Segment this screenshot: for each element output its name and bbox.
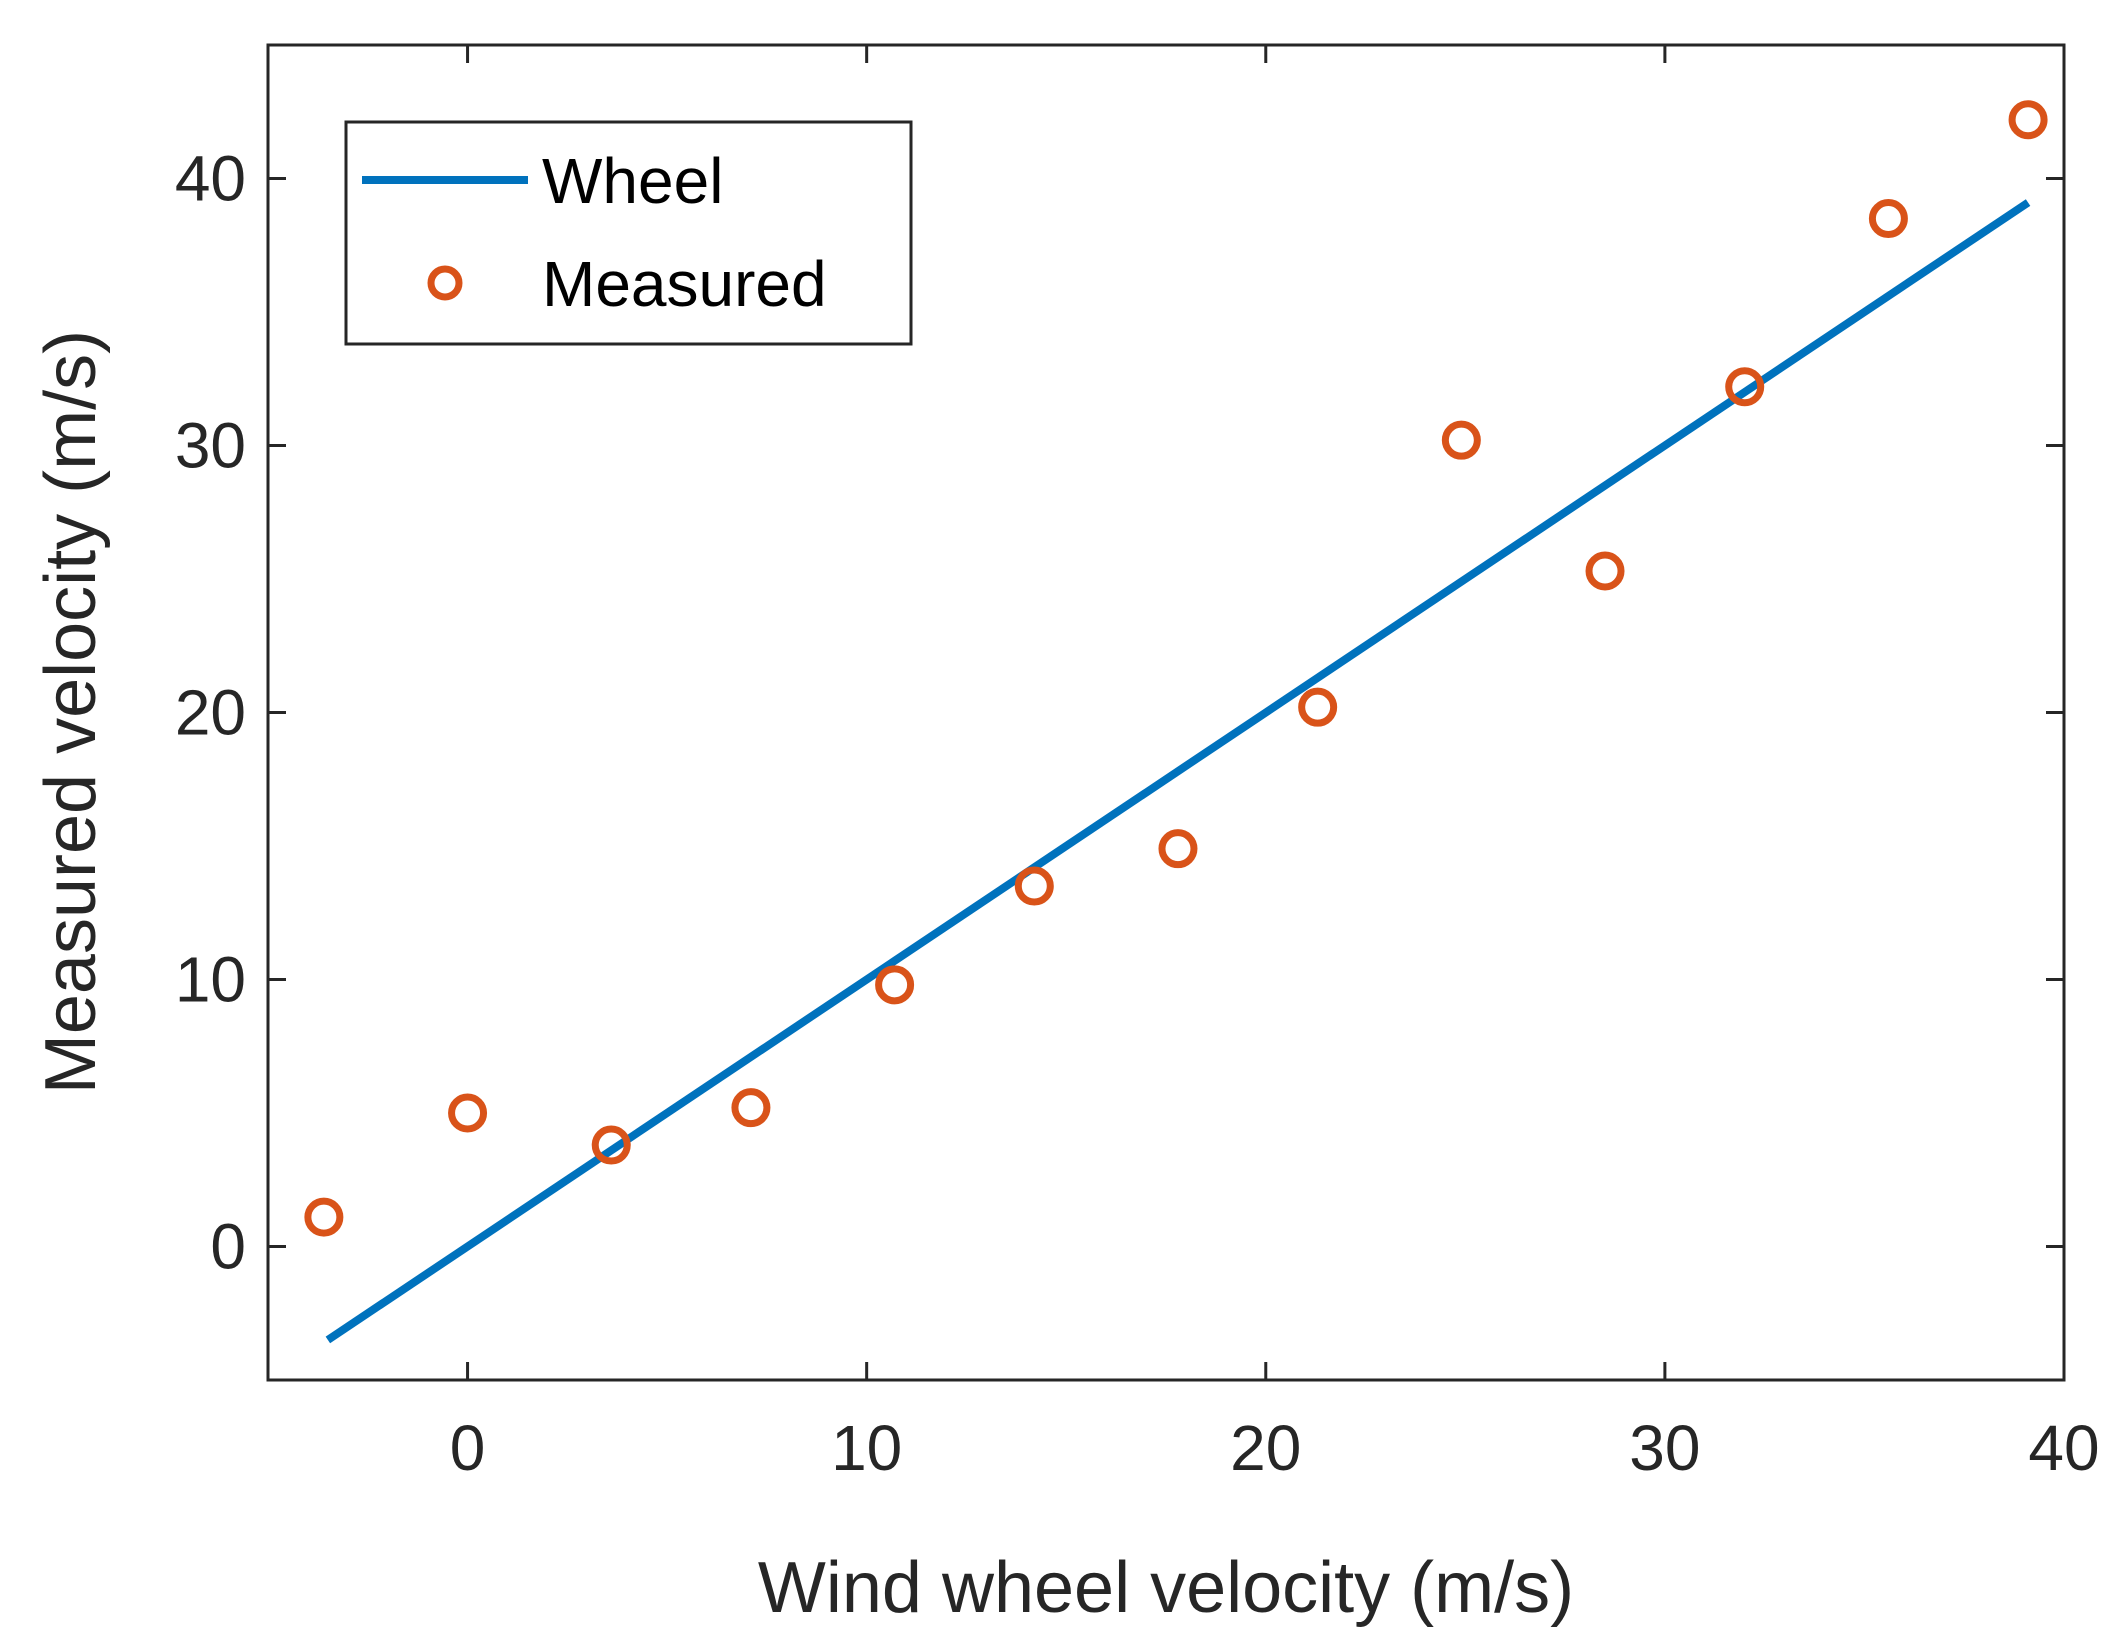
y-tick-label: 30 bbox=[175, 410, 246, 482]
measured-point bbox=[1725, 367, 1765, 407]
legend-measured-marker bbox=[427, 265, 463, 301]
legend: Wheel Measured bbox=[344, 120, 913, 346]
series-layer bbox=[304, 100, 2048, 1344]
x-ticks: 0 10 20 30 40 bbox=[450, 45, 2100, 1484]
y-tick-label: 0 bbox=[210, 1211, 246, 1283]
measured-point bbox=[1585, 551, 1625, 591]
measured-point bbox=[1868, 199, 1908, 239]
measured-point bbox=[448, 1093, 488, 1133]
legend-box bbox=[344, 120, 913, 346]
y-axis-label: Measured velocity (m/s) bbox=[31, 330, 111, 1094]
x-tick-label: 40 bbox=[2028, 1412, 2099, 1484]
measured-point bbox=[2008, 100, 2048, 140]
measured-point bbox=[1158, 829, 1198, 869]
legend-measured-label: Measured bbox=[542, 248, 827, 320]
x-tick-label: 0 bbox=[450, 1412, 486, 1484]
y-tick-label: 20 bbox=[175, 677, 246, 749]
y-tick-label: 10 bbox=[175, 944, 246, 1016]
series-line-wheel bbox=[325, 199, 2031, 1344]
measured-point bbox=[304, 1197, 344, 1237]
measured-point bbox=[1441, 420, 1481, 460]
measured-point bbox=[1298, 687, 1338, 727]
plot-frame bbox=[266, 43, 2066, 1382]
measured-point bbox=[731, 1088, 771, 1128]
y-tick-label: 40 bbox=[175, 143, 246, 215]
legend-wheel-label: Wheel bbox=[542, 145, 723, 217]
x-tick-label: 30 bbox=[1629, 1412, 1700, 1484]
y-ticks: 0 10 20 30 40 bbox=[175, 143, 2064, 1283]
x-tick-label: 10 bbox=[831, 1412, 902, 1484]
measured-point bbox=[1014, 866, 1054, 906]
x-tick-label: 20 bbox=[1230, 1412, 1301, 1484]
x-axis-label: Wind wheel velocity (m/s) bbox=[758, 1548, 1574, 1628]
measured-point bbox=[875, 965, 915, 1005]
measured-point bbox=[591, 1125, 631, 1165]
